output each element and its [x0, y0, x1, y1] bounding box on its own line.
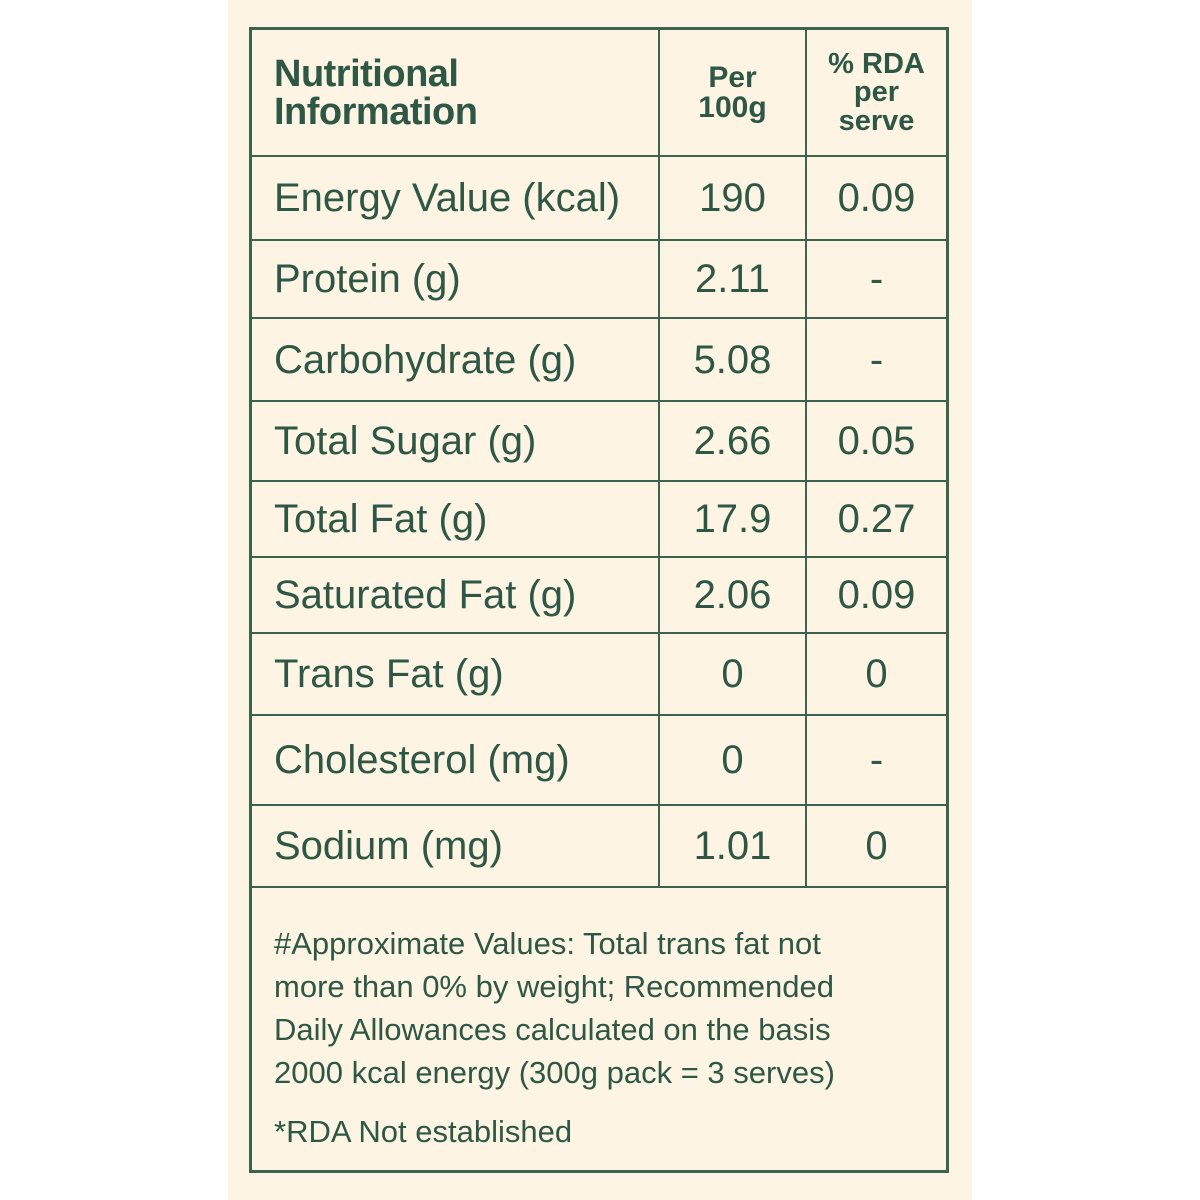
- label-notes: #Approximate Values: Total trans fat not…: [252, 888, 946, 1153]
- table-row: Cholesterol (mg) 0 -: [252, 714, 946, 806]
- note-line-1: #Approximate Values: Total trans fat not: [274, 926, 821, 961]
- nutrient-name: Saturated Fat (g): [252, 556, 660, 634]
- table-row: Total Sugar (g) 2.66 0.05: [252, 400, 946, 482]
- per-100g-value: 190: [658, 155, 807, 241]
- per-header-line-2: 100g: [698, 90, 767, 124]
- nutrition-label: Nutritional Information Per 100g % RDA p…: [249, 27, 949, 1173]
- rda-value: 0.27: [805, 480, 946, 558]
- per-100g-value: 0: [658, 714, 807, 806]
- per-100g-header: Per 100g: [658, 30, 807, 157]
- per-header-line-1: Per: [708, 60, 757, 94]
- rda-header-line-1: % RDA: [828, 47, 925, 80]
- nutrient-name: Protein (g): [252, 239, 660, 319]
- rda-not-established-note: *RDA Not established: [274, 1114, 573, 1149]
- per-100g-value: 2.11: [658, 239, 807, 319]
- rda-value: -: [805, 239, 946, 319]
- table-row: Energy Value (kcal) 190 0.09: [252, 155, 946, 241]
- rda-value: 0.05: [805, 400, 946, 482]
- per-100g-value: 5.08: [658, 317, 807, 402]
- nutrient-name: Carbohydrate (g): [252, 317, 660, 402]
- note-line-2: more than 0% by weight; Recommended: [274, 969, 835, 1004]
- rda-header-line-3: serve: [838, 104, 915, 137]
- rda-value: -: [805, 714, 946, 806]
- per-100g-value: 1.01: [658, 804, 807, 888]
- nutrition-table: Nutritional Information Per 100g % RDA p…: [252, 30, 946, 888]
- nutrient-name: Cholesterol (mg): [252, 714, 660, 806]
- table-row: Sodium (mg) 1.01 0: [252, 804, 946, 888]
- title-line-1: Nutritional: [274, 52, 459, 95]
- table-row: Protein (g) 2.11 -: [252, 239, 946, 319]
- per-100g-value: 17.9: [658, 480, 807, 558]
- nutrition-rows: Energy Value (kcal) 190 0.09 Protein (g)…: [252, 155, 946, 888]
- table-header-row: Nutritional Information Per 100g % RDA p…: [252, 30, 946, 157]
- rda-header: % RDA per serve: [805, 30, 946, 157]
- note-line-3: Daily Allowances calculated on the basis: [274, 1012, 831, 1047]
- approximate-values-note: #Approximate Values: Total trans fat not…: [274, 922, 924, 1094]
- rda-value: 0.09: [805, 556, 946, 634]
- rda-header-line-2: per: [853, 76, 900, 109]
- note-line-4: 2000 kcal energy (300g pack = 3 serves): [274, 1055, 835, 1090]
- rda-value: -: [805, 317, 946, 402]
- per-100g-value: 2.66: [658, 400, 807, 482]
- rda-value: 0.09: [805, 155, 946, 241]
- per-100g-value: 2.06: [658, 556, 807, 634]
- per-100g-value: 0: [658, 632, 807, 716]
- rda-value: 0: [805, 632, 946, 716]
- table-row: Saturated Fat (g) 2.06 0.09: [252, 556, 946, 634]
- table-row: Trans Fat (g) 0 0: [252, 632, 946, 716]
- nutrition-title: Nutritional Information: [252, 30, 660, 157]
- table-row: Carbohydrate (g) 5.08 -: [252, 317, 946, 402]
- nutrient-name: Energy Value (kcal): [252, 155, 660, 241]
- title-line-2: Information: [274, 90, 478, 133]
- rda-value: 0: [805, 804, 946, 888]
- nutrient-name: Total Fat (g): [252, 480, 660, 558]
- nutrient-name: Total Sugar (g): [252, 400, 660, 482]
- table-row: Total Fat (g) 17.9 0.27: [252, 480, 946, 558]
- nutrient-name: Trans Fat (g): [252, 632, 660, 716]
- nutrient-name: Sodium (mg): [252, 804, 660, 888]
